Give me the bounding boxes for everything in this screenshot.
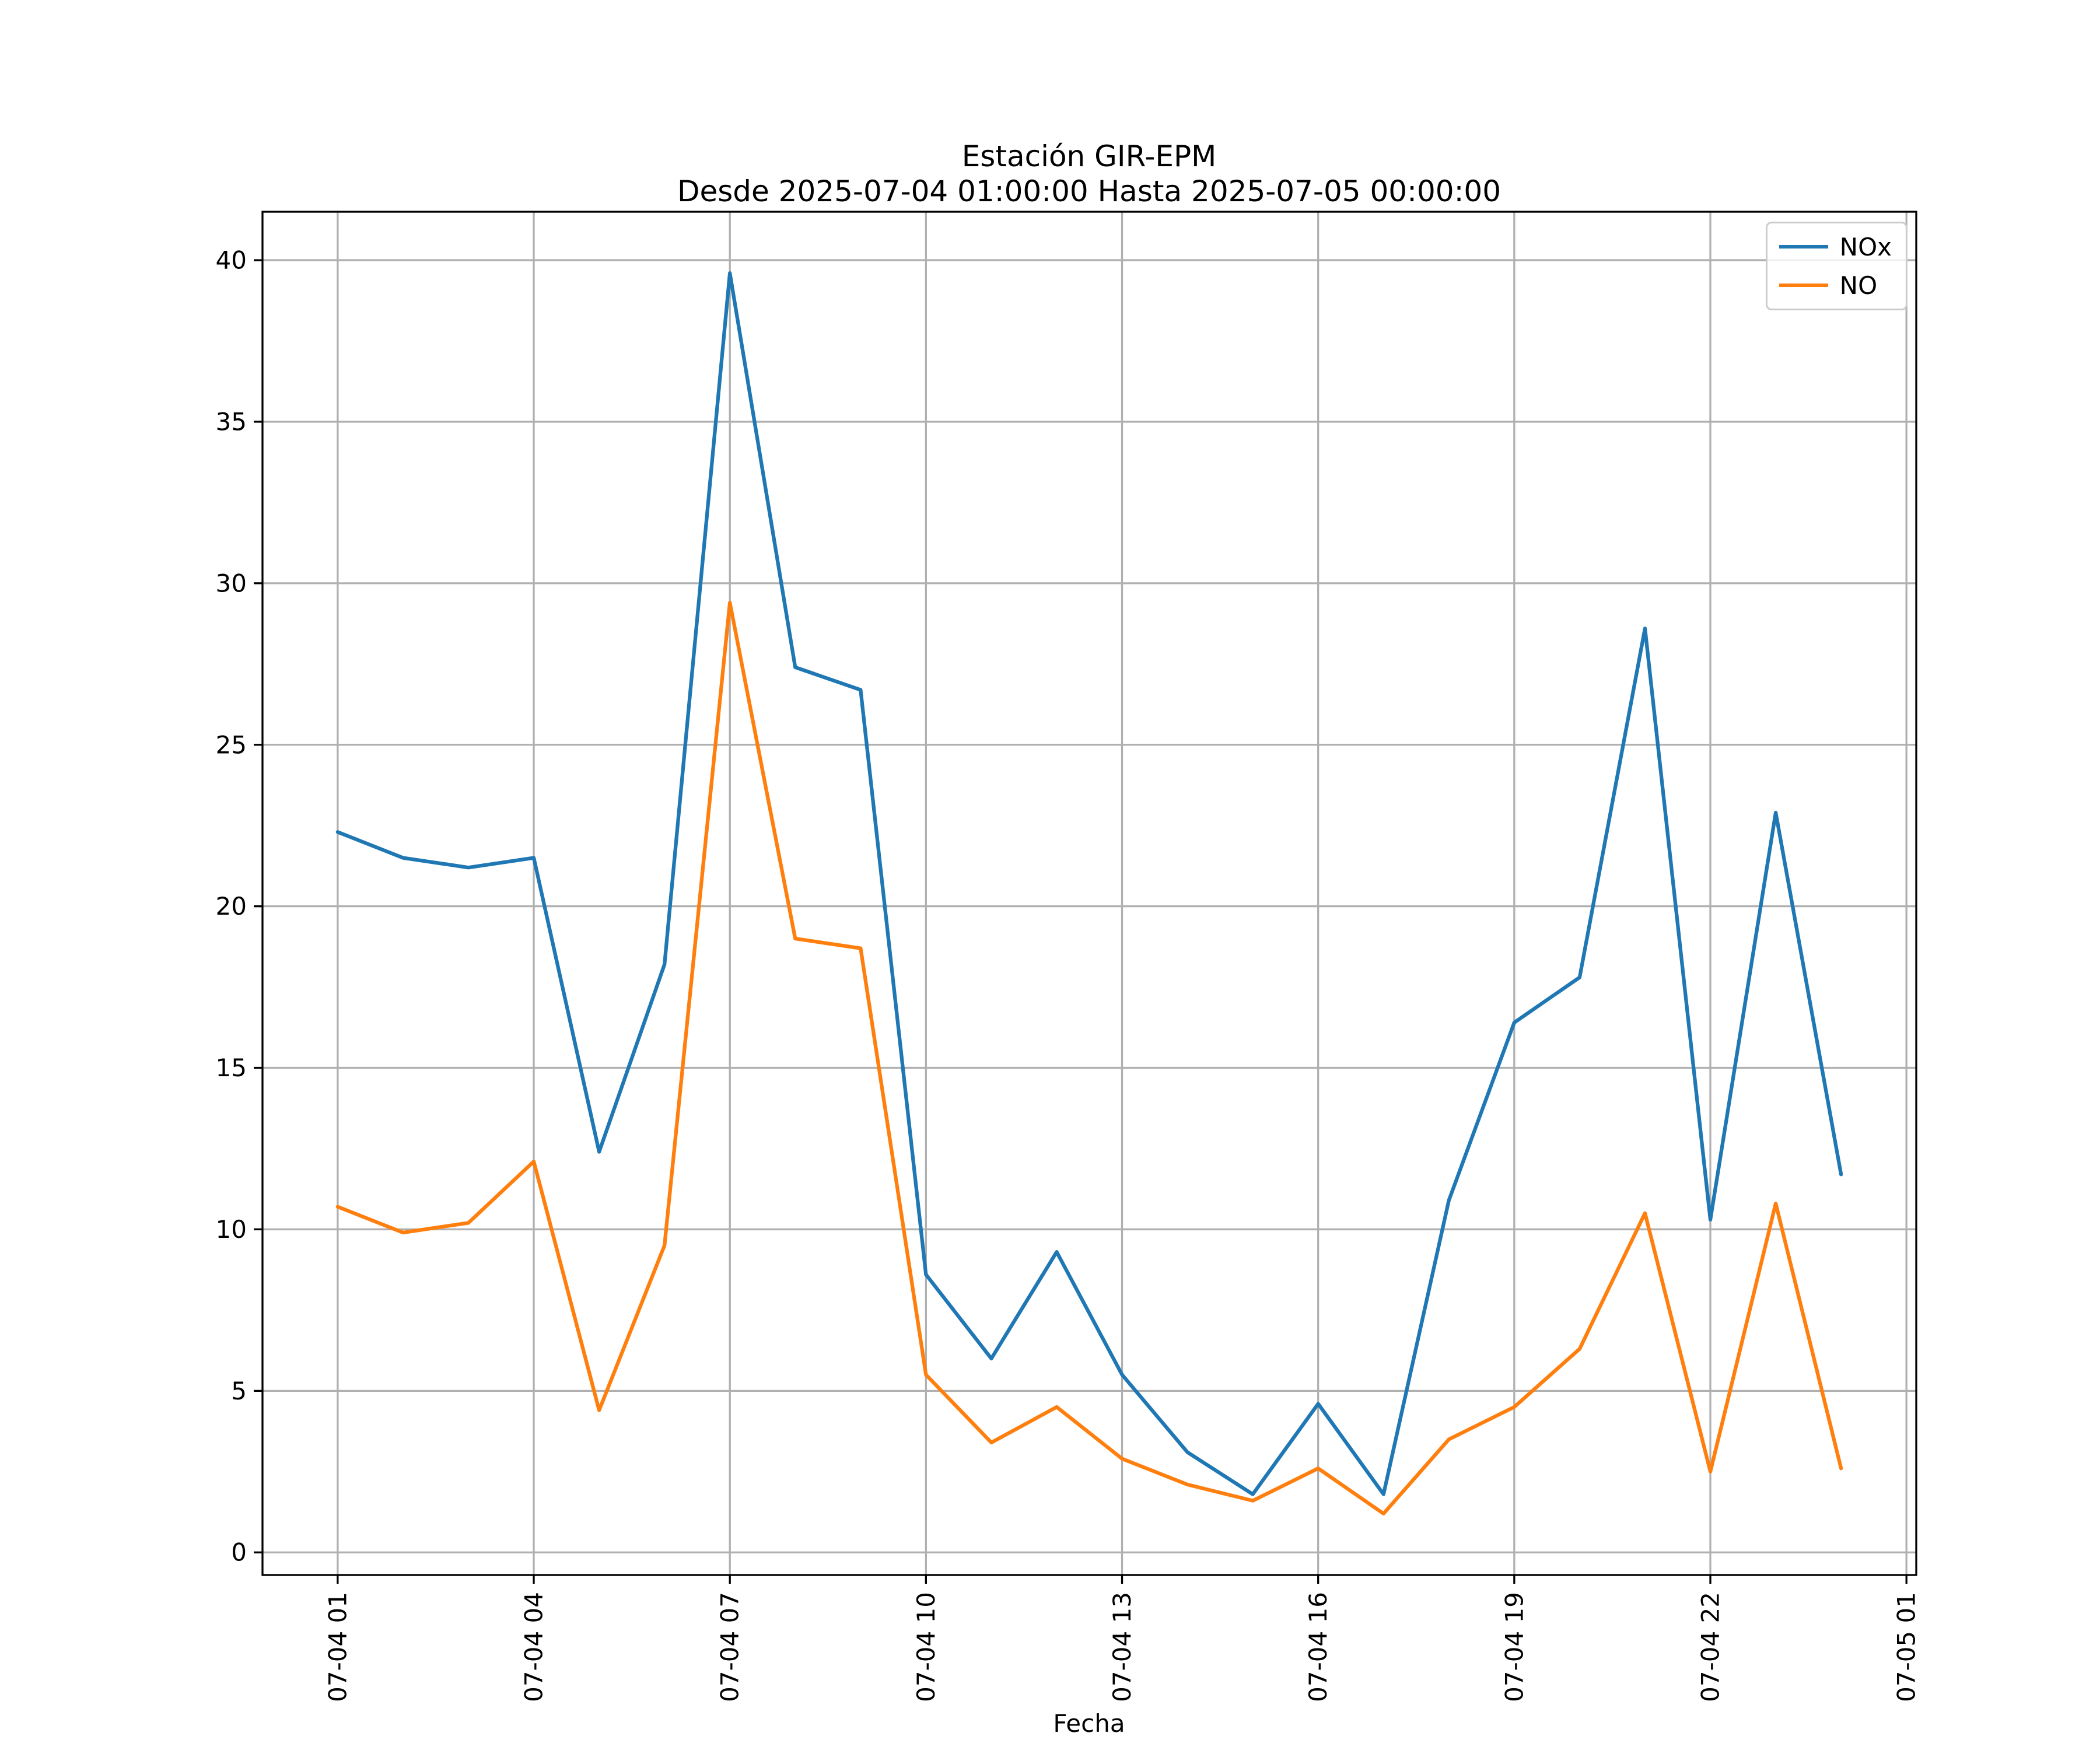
chart-title-line1: Estación GIR-EPM xyxy=(961,139,1217,173)
x-tick-label: 07-04 04 xyxy=(520,1592,548,1702)
axis-tick-labels: 07-04 01 07-04 04 07-04 07 07-04 10 07-04 13… xyxy=(216,246,1921,1702)
x-tick-label: 07-04 13 xyxy=(1108,1592,1136,1702)
legend: NOx NO xyxy=(1765,222,1908,310)
x-tick-label: 07-04 19 xyxy=(1500,1592,1528,1702)
nox-line-swatch xyxy=(1779,245,1828,249)
axis-ticks xyxy=(254,259,1908,1584)
y-tick-label: 40 xyxy=(216,246,247,275)
x-tick-label: 07-04 07 xyxy=(716,1592,744,1702)
legend-entry-nox: NOx xyxy=(1779,232,1892,262)
plot-border xyxy=(261,211,1917,1576)
y-tick-label: 15 xyxy=(216,1054,247,1082)
y-tick-label: 25 xyxy=(216,730,247,759)
no-line-swatch xyxy=(1779,284,1828,287)
y-tick-label: 35 xyxy=(216,407,247,436)
y-tick-label: 10 xyxy=(216,1215,247,1244)
series-line-nox xyxy=(335,271,1843,1496)
x-tick-label: 07-05 01 xyxy=(1892,1592,1921,1702)
y-tick-label: 30 xyxy=(216,569,247,597)
legend-label-no: NO xyxy=(1839,271,1878,300)
y-tick-label: 5 xyxy=(231,1377,247,1405)
x-tick-label: 07-04 22 xyxy=(1696,1592,1725,1702)
series-line-no xyxy=(335,600,1843,1516)
legend-label-nox: NOx xyxy=(1839,232,1892,261)
chart-title-line2: Desde 2025-07-04 01:00:00 Hasta 2025-07-… xyxy=(677,174,1502,208)
x-tick-label: 07-04 10 xyxy=(912,1592,940,1702)
x-tick-label: 07-04 01 xyxy=(323,1592,352,1702)
y-tick-label: 20 xyxy=(216,892,247,921)
y-tick-label: 0 xyxy=(231,1538,247,1567)
x-axis-label: Fecha xyxy=(1053,1709,1125,1738)
x-tick-label: 07-04 16 xyxy=(1304,1592,1332,1702)
chart-title: Estación GIR-EPM Desde 2025-07-04 01:00:… xyxy=(677,139,1501,209)
legend-entry-no: NO xyxy=(1779,270,1892,300)
grid-lines xyxy=(262,212,1916,1575)
